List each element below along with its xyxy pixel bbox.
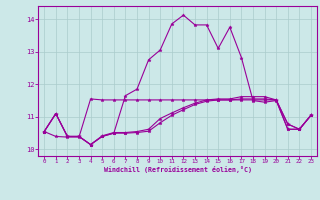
X-axis label: Windchill (Refroidissement éolien,°C): Windchill (Refroidissement éolien,°C) [104,166,252,173]
